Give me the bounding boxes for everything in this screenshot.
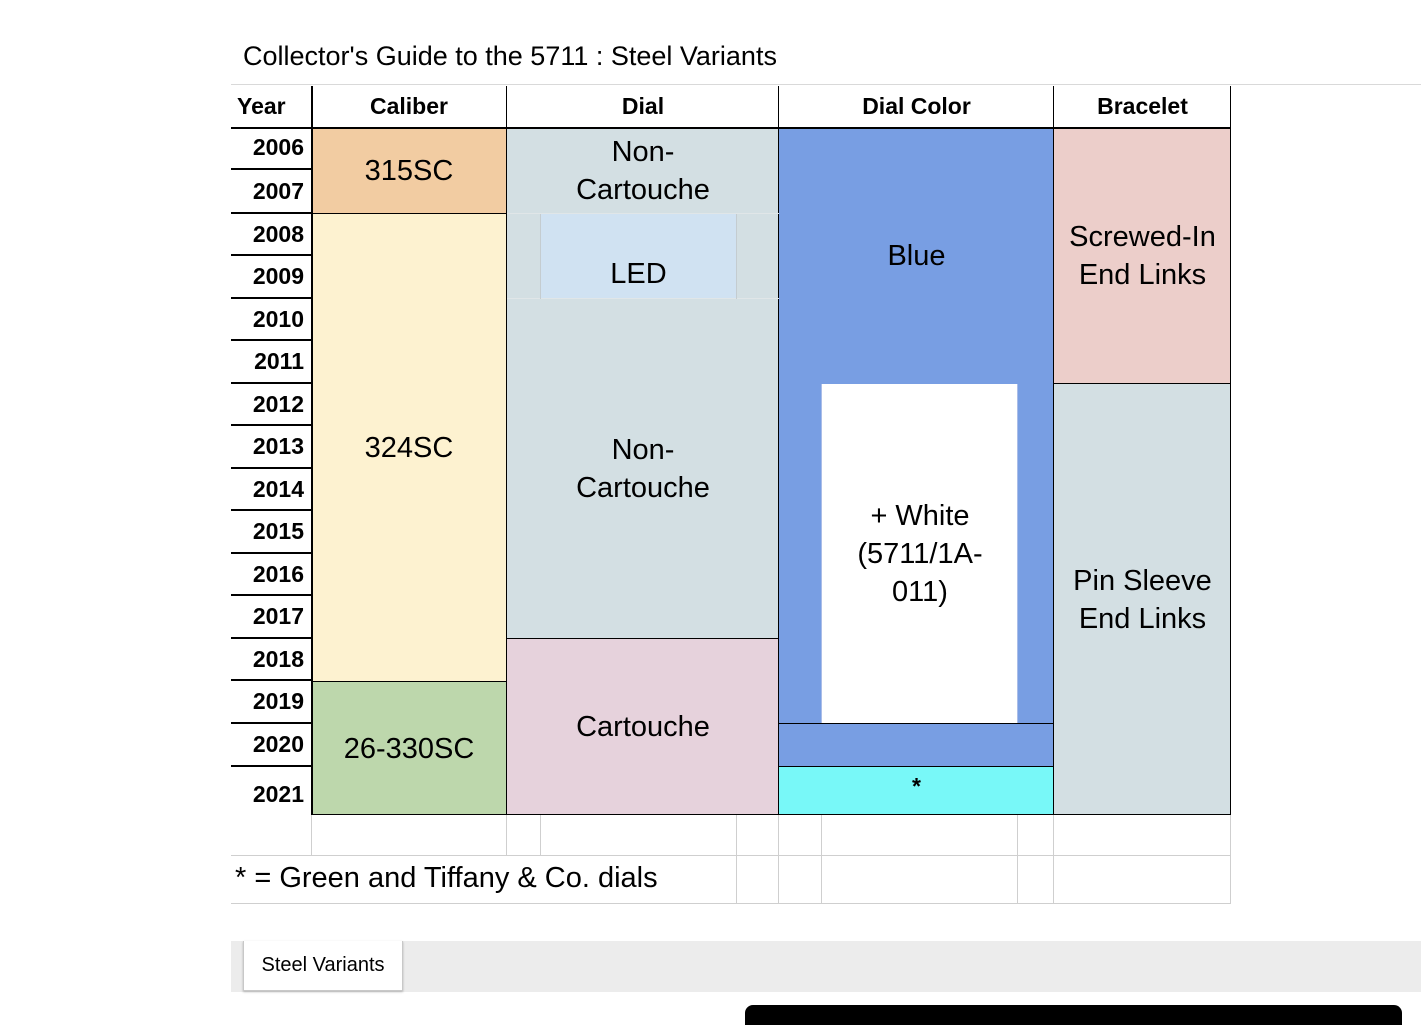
bracelet-pin-sleeve[interactable]: Pin Sleeve End Links xyxy=(1054,384,1231,815)
title-divider xyxy=(231,84,1421,85)
year-cell-2011[interactable]: 2011 xyxy=(231,341,311,384)
sheet-tab-bar xyxy=(231,941,1421,992)
header-bracelet[interactable]: Bracelet xyxy=(1097,93,1188,119)
sheet-title: Collector's Guide to the 5711 : Steel Va… xyxy=(243,41,777,71)
year-cell-2006[interactable]: 2006 xyxy=(231,127,311,170)
year-cell-2018[interactable]: 2018 xyxy=(231,639,311,681)
caliber-315sc[interactable]: 315SC xyxy=(311,127,507,214)
year-cell-2021[interactable]: 2021 xyxy=(252,780,304,807)
year-cell-2010[interactable]: 2010 xyxy=(231,299,311,341)
dial-noncartouche-early[interactable]: Non-Cartouche xyxy=(507,127,779,214)
year-cell-2012[interactable]: 2012 xyxy=(231,384,311,426)
tab-steel-variants[interactable]: Steel Variants xyxy=(243,941,403,991)
year-cell-2007[interactable]: 2007 xyxy=(231,170,311,214)
year-cell-2009[interactable]: 2009 xyxy=(231,256,311,299)
year-cell-2020[interactable]: 2020 xyxy=(231,724,311,767)
dial-led[interactable]: LED xyxy=(541,214,736,299)
year-cell-2016[interactable]: 2016 xyxy=(231,554,311,596)
year-cell-2008[interactable]: 2008 xyxy=(231,214,311,256)
dial-cartouche[interactable]: Cartouche xyxy=(507,639,779,815)
dial-color-blue[interactable]: Blue xyxy=(779,127,1054,384)
caliber-324sc[interactable]: 324SC xyxy=(311,214,507,682)
header-dial[interactable]: Dial xyxy=(621,93,665,119)
year-cell-2015[interactable]: 2015 xyxy=(231,511,311,554)
header-year[interactable]: Year xyxy=(237,93,286,119)
year-cell-2019[interactable]: 2019 xyxy=(231,681,311,724)
year-cell-2014[interactable]: 2014 xyxy=(231,469,311,511)
header-caliber[interactable]: Caliber xyxy=(370,93,448,119)
caliber-26-330sc[interactable]: 26-330SC xyxy=(311,682,507,815)
year-cell-2013[interactable]: 2013 xyxy=(231,426,311,469)
bottom-overlay-bar xyxy=(745,1005,1402,1025)
bracelet-screwed-in[interactable]: Screwed-In End Links xyxy=(1054,127,1231,384)
footnote[interactable]: * = Green and Tiffany & Co. dials xyxy=(235,862,658,894)
dial-color-white[interactable]: + White (5711/1A-011) xyxy=(822,384,1018,723)
dial-color-special[interactable]: * xyxy=(779,767,1054,815)
year-cell-2017[interactable]: 2017 xyxy=(231,596,311,639)
dial-noncartouche[interactable]: Non-Cartouche xyxy=(507,299,779,639)
header-dial-color[interactable]: Dial Color xyxy=(862,93,971,119)
